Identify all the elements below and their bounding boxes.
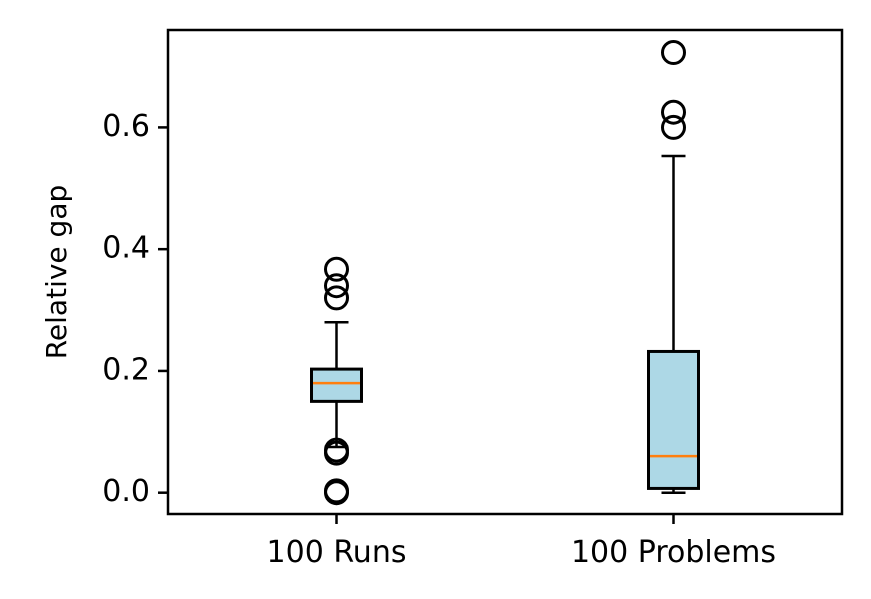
boxes bbox=[310, 40, 700, 506]
plot-frame bbox=[166, 28, 844, 516]
box-iqr bbox=[310, 367, 363, 403]
y-tick-label: 0.4 bbox=[102, 231, 150, 266]
y-axis-label: Relative gap bbox=[40, 185, 73, 360]
y-tick-label: 0.6 bbox=[102, 109, 150, 144]
x-tick-label: 100 Problems bbox=[571, 535, 776, 570]
y-ticks: 0.0 0.2 0.4 0.6 bbox=[102, 109, 168, 509]
x-tick-label: 100 Runs bbox=[267, 535, 407, 570]
box-iqr bbox=[647, 349, 700, 490]
outlier-point bbox=[324, 437, 349, 463]
outlier-point bbox=[661, 40, 686, 66]
outlier-point bbox=[324, 478, 349, 504]
outlier-point bbox=[324, 273, 349, 299]
x-ticks: 100 Runs 100 Problems bbox=[267, 514, 776, 570]
outlier-point bbox=[661, 99, 686, 125]
outlier-point bbox=[324, 285, 349, 311]
box-group bbox=[647, 40, 700, 494]
y-tick-label: 0.2 bbox=[102, 352, 150, 387]
outlier-point bbox=[661, 114, 686, 140]
outlier-point bbox=[324, 256, 349, 282]
box-group bbox=[310, 256, 363, 506]
y-tick-label: 0.0 bbox=[102, 474, 150, 509]
